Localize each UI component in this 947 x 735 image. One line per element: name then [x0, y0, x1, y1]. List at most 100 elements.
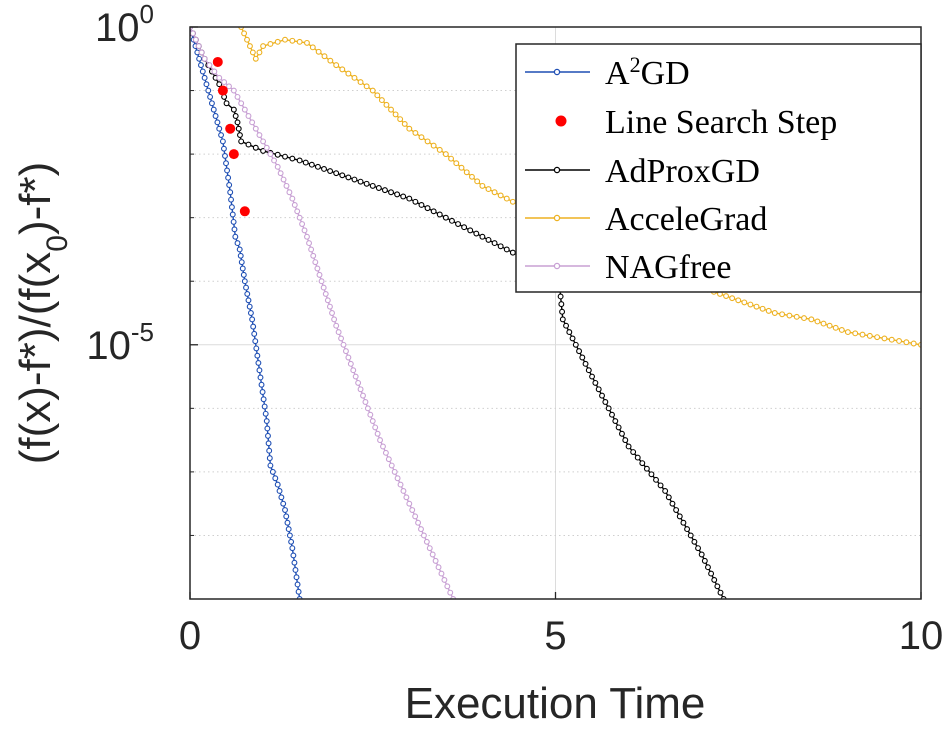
marker-accelegrad-102: [832, 324, 839, 331]
marker-a2gd-41: [245, 297, 252, 304]
marker-a2gd-75: [286, 532, 293, 539]
marker-adproxgd-12: [223, 100, 230, 107]
marker-a2gd-20: [222, 152, 228, 159]
marker-nagfree-48: [333, 322, 340, 329]
marker-a2gd-19: [220, 145, 227, 152]
marker-accelegrad-46: [485, 186, 492, 193]
marker-a2gd-79: [291, 559, 298, 566]
marker-adproxgd-86: [599, 392, 605, 399]
marker-adproxgd-90: [612, 418, 619, 424]
marker-adproxgd-101: [657, 482, 664, 489]
marker-a2gd-38: [241, 278, 248, 285]
marker-adproxgd-25: [289, 155, 296, 162]
x-tick-label-1: 5: [544, 614, 566, 658]
marker-accelegrad-12: [296, 38, 303, 45]
marker-nagfree-66: [377, 437, 384, 444]
marker-a2gd-9: [203, 81, 210, 88]
marker-adproxgd-17: [237, 132, 243, 138]
marker-accelegrad-101: [826, 322, 833, 329]
marker-adproxgd-41: [388, 189, 394, 196]
marker-accelegrad-113: [910, 340, 917, 347]
legend-box: [515, 43, 922, 293]
marker-nagfree-9: [221, 79, 228, 86]
marker-a2gd-51: [256, 367, 263, 374]
marker-nagfree-59: [360, 392, 366, 399]
marker-adproxgd-114: [705, 564, 711, 571]
marker-nagfree-57: [355, 379, 362, 386]
marker-nagfree-20: [263, 144, 270, 151]
marker-adproxgd-117: [714, 583, 721, 590]
marker-adproxgd-115: [708, 570, 715, 577]
marker-nagfree-58: [357, 386, 364, 393]
marker-accelegrad-106: [859, 331, 866, 338]
marker-a2gd-66: [272, 475, 279, 482]
marker-accelegrad-31: [401, 120, 408, 127]
legend-label-nagfree: NAGfree: [605, 249, 732, 286]
marker-a2gd-58: [263, 418, 270, 424]
marker-nagfree-63: [369, 418, 376, 424]
marker-adproxgd-104: [669, 500, 676, 507]
marker-adproxgd-113: [701, 557, 708, 564]
marker-nagfree-24: [277, 170, 284, 177]
marker-accelegrad-48: [497, 192, 504, 199]
marker-accelegrad-18: [333, 62, 340, 69]
marker-nagfree-60: [362, 399, 369, 405]
marker-adproxgd-80: [579, 354, 586, 361]
marker-adproxgd-102: [662, 488, 669, 494]
marker-adproxgd-81: [582, 360, 589, 367]
marker-a2gd-29: [230, 218, 237, 225]
marker-accelegrad-88: [741, 299, 748, 306]
marker-adproxgd-87: [602, 399, 609, 405]
marker-a2gd-53: [258, 381, 265, 388]
x-tick-label-2: 10: [899, 614, 944, 658]
marker-nagfree-45: [326, 303, 333, 310]
series-line-search: [212, 56, 250, 217]
marker-adproxgd-93: [622, 437, 629, 444]
marker-adproxgd-52: [455, 221, 461, 227]
marker-adproxgd-57: [485, 236, 492, 243]
marker-adproxgd-29: [314, 163, 321, 170]
marker-adproxgd-92: [619, 430, 625, 437]
marker-adproxgd-98: [643, 465, 650, 472]
y-tick-label-1: 10-5: [86, 317, 154, 368]
marker-nagfree-87: [438, 570, 445, 577]
marker-accelegrad-107: [866, 332, 873, 339]
marker-a2gd-35: [238, 259, 245, 266]
marker-accelegrad-6: [256, 49, 263, 56]
marker-adproxgd-46: [418, 202, 425, 208]
marker-a2gd-78: [290, 552, 297, 559]
marker-nagfree-65: [374, 430, 381, 437]
marker-a2gd-50: [255, 359, 262, 366]
marker-nagfree-27: [286, 189, 293, 196]
marker-nagfree-50: [338, 335, 345, 342]
legend-entry-a2gd: A2GD: [525, 52, 690, 92]
marker-nagfree-67: [380, 443, 386, 450]
marker-a2gd-55: [260, 396, 267, 403]
marker-a2gd-48: [253, 345, 260, 352]
marker-accelegrad-85: [723, 293, 730, 300]
marker-accelegrad-43: [469, 173, 475, 180]
marker-accelegrad-35: [424, 138, 431, 145]
x-axis-label: Execution Time: [405, 679, 706, 728]
marker-adproxgd-33: [339, 172, 346, 179]
marker-accelegrad-109: [881, 335, 888, 342]
marker-nagfree-55: [350, 367, 357, 374]
marker-a2gd-23: [225, 174, 232, 181]
marker-a2gd-16: [216, 125, 223, 132]
marker-nagfree-33: [301, 227, 308, 234]
marker-accelegrad-21: [351, 74, 358, 81]
marker-accelegrad-30: [397, 116, 404, 123]
marker-accelegrad-4: [249, 49, 256, 56]
marker-a2gd-69: [278, 494, 285, 501]
marker-nagfree-7: [211, 68, 218, 75]
marker-nagfree-56: [352, 373, 359, 380]
marker-accelegrad-108: [874, 334, 881, 341]
marker-nagfree-12: [234, 93, 241, 100]
marker-nagfree-30: [294, 208, 301, 215]
marker-accelegrad-28: [388, 106, 394, 113]
marker-adproxgd-15: [234, 119, 241, 126]
marker-accelegrad-39: [448, 155, 455, 162]
series-nagfree: [190, 27, 457, 599]
marker-accelegrad-111: [896, 338, 903, 344]
